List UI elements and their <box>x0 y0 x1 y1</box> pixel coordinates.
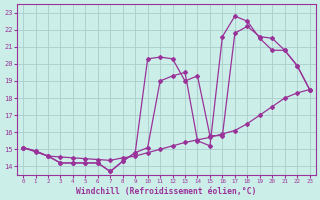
X-axis label: Windchill (Refroidissement éolien,°C): Windchill (Refroidissement éolien,°C) <box>76 187 257 196</box>
